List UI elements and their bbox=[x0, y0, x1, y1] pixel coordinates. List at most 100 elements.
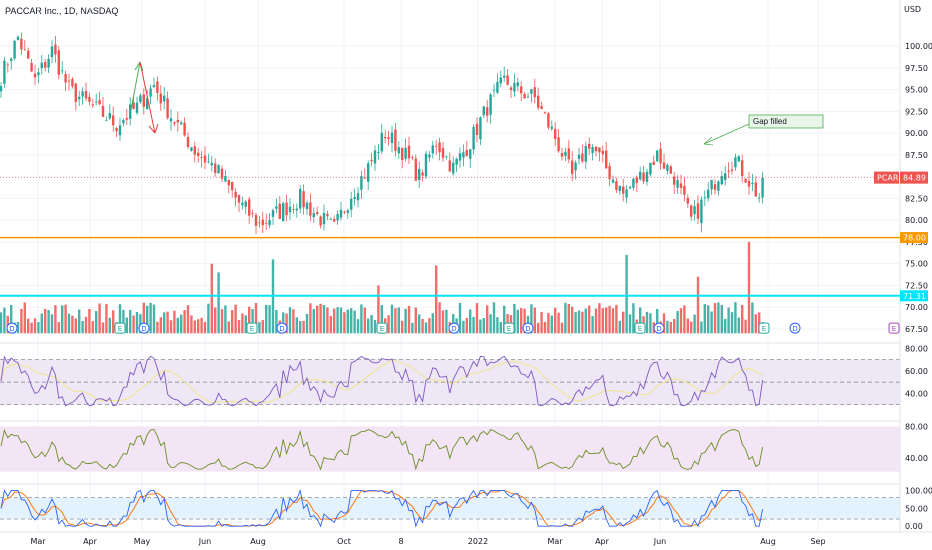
candle-body bbox=[482, 106, 485, 116]
candle-body bbox=[101, 105, 105, 117]
candle-body bbox=[237, 194, 241, 203]
volume-bar bbox=[61, 305, 64, 334]
candle-body bbox=[581, 153, 584, 162]
volume-bar bbox=[611, 308, 615, 334]
candle-body bbox=[710, 179, 713, 190]
candle-body bbox=[248, 199, 251, 216]
volume-bar bbox=[751, 302, 754, 334]
volume-bar bbox=[571, 306, 574, 334]
candle-body bbox=[758, 197, 761, 199]
volume-bar bbox=[414, 307, 417, 334]
earnings-marker bbox=[246, 322, 258, 334]
volume-bar bbox=[183, 310, 186, 334]
candle-body bbox=[615, 181, 618, 191]
volume-bar bbox=[700, 321, 703, 334]
candle-body bbox=[462, 152, 465, 158]
candle-body bbox=[207, 161, 210, 163]
volume-bar bbox=[176, 317, 179, 334]
candle-body bbox=[669, 166, 672, 174]
candle-body bbox=[611, 179, 615, 183]
candle-body bbox=[543, 112, 547, 114]
event-marker-letter: D bbox=[656, 325, 661, 333]
candle-body bbox=[737, 156, 740, 162]
volume-bar bbox=[356, 319, 360, 334]
volume-bar bbox=[662, 313, 666, 334]
candle-body bbox=[727, 170, 730, 172]
candle-body bbox=[564, 151, 567, 156]
volume-bar bbox=[336, 307, 339, 334]
volume-bar bbox=[47, 309, 50, 334]
candle-body bbox=[625, 189, 628, 198]
volume-bar bbox=[724, 318, 727, 334]
time-tick-label: May bbox=[134, 537, 151, 546]
candle-body bbox=[13, 40, 16, 59]
candle-body bbox=[84, 90, 88, 99]
candle-body bbox=[530, 89, 533, 94]
volume-bar bbox=[312, 309, 315, 334]
volume-bar bbox=[343, 312, 346, 334]
candle-body bbox=[336, 214, 339, 221]
dividend-marker bbox=[653, 322, 665, 334]
candle-body bbox=[387, 137, 390, 140]
candle-body bbox=[20, 38, 23, 50]
candle-body bbox=[503, 75, 506, 78]
candle-body bbox=[302, 191, 305, 208]
volume-bar bbox=[173, 310, 176, 334]
candle-body bbox=[421, 172, 424, 176]
candle-body bbox=[683, 185, 686, 195]
volume-bar bbox=[639, 307, 642, 334]
price-tick-label: 97.50 bbox=[905, 64, 928, 73]
candle-body bbox=[346, 210, 349, 213]
event-marker-letter: E bbox=[762, 325, 766, 333]
indicator-panes: 80.00 60.00 40.00 80.00 40.00 100.00 50.00 0.00 bbox=[0, 342, 932, 531]
candle-body bbox=[37, 72, 40, 76]
candle-body bbox=[700, 199, 703, 224]
candle-body bbox=[390, 132, 394, 143]
time-tick-label: Jun bbox=[653, 537, 667, 546]
candle-body bbox=[414, 158, 417, 181]
volume-bar bbox=[44, 308, 47, 334]
candle-body bbox=[268, 220, 271, 226]
volume-bar bbox=[547, 312, 550, 334]
time-tick-label: Oct bbox=[337, 537, 351, 546]
indicator-tick-label: 40.00 bbox=[905, 454, 928, 463]
volume-bar bbox=[438, 302, 441, 334]
candle-body bbox=[91, 104, 94, 106]
volume-bar bbox=[33, 318, 37, 334]
candle-body bbox=[44, 62, 47, 68]
indicator-tick-label: 60.00 bbox=[905, 367, 928, 376]
candle-body bbox=[377, 152, 380, 154]
symbol-badge bbox=[874, 171, 899, 184]
time-tick-label: Jun bbox=[198, 537, 212, 546]
volume-bar bbox=[747, 241, 751, 334]
volume-bar bbox=[244, 315, 247, 334]
volume-bar bbox=[676, 311, 679, 334]
candle-body bbox=[676, 180, 679, 188]
candle-body bbox=[598, 147, 601, 153]
volume-bar bbox=[254, 302, 258, 334]
volume-bar bbox=[129, 310, 132, 334]
volume-bar bbox=[105, 303, 108, 334]
volume-bar bbox=[169, 320, 173, 334]
volume-bar bbox=[577, 310, 581, 334]
candle-body bbox=[309, 202, 312, 216]
candle-body bbox=[217, 165, 220, 174]
volume-bar bbox=[537, 322, 540, 334]
candle-body bbox=[193, 146, 196, 155]
volume-bar bbox=[40, 313, 43, 334]
volume-bar bbox=[418, 314, 421, 334]
candle-body bbox=[435, 145, 438, 147]
candle-body bbox=[679, 183, 683, 188]
time-tick-label: Aug bbox=[760, 537, 776, 546]
candle-body bbox=[649, 162, 652, 175]
volume-bar bbox=[591, 316, 594, 334]
candle-body bbox=[54, 44, 57, 55]
candle-body bbox=[105, 120, 108, 121]
candle-body bbox=[78, 96, 81, 100]
volume-bar bbox=[54, 305, 57, 334]
volume-bar bbox=[108, 317, 111, 334]
price-tick-label: 95.00 bbox=[905, 86, 928, 95]
candle-body bbox=[129, 104, 132, 119]
volume-bar bbox=[78, 309, 81, 334]
candle-body bbox=[761, 177, 764, 198]
